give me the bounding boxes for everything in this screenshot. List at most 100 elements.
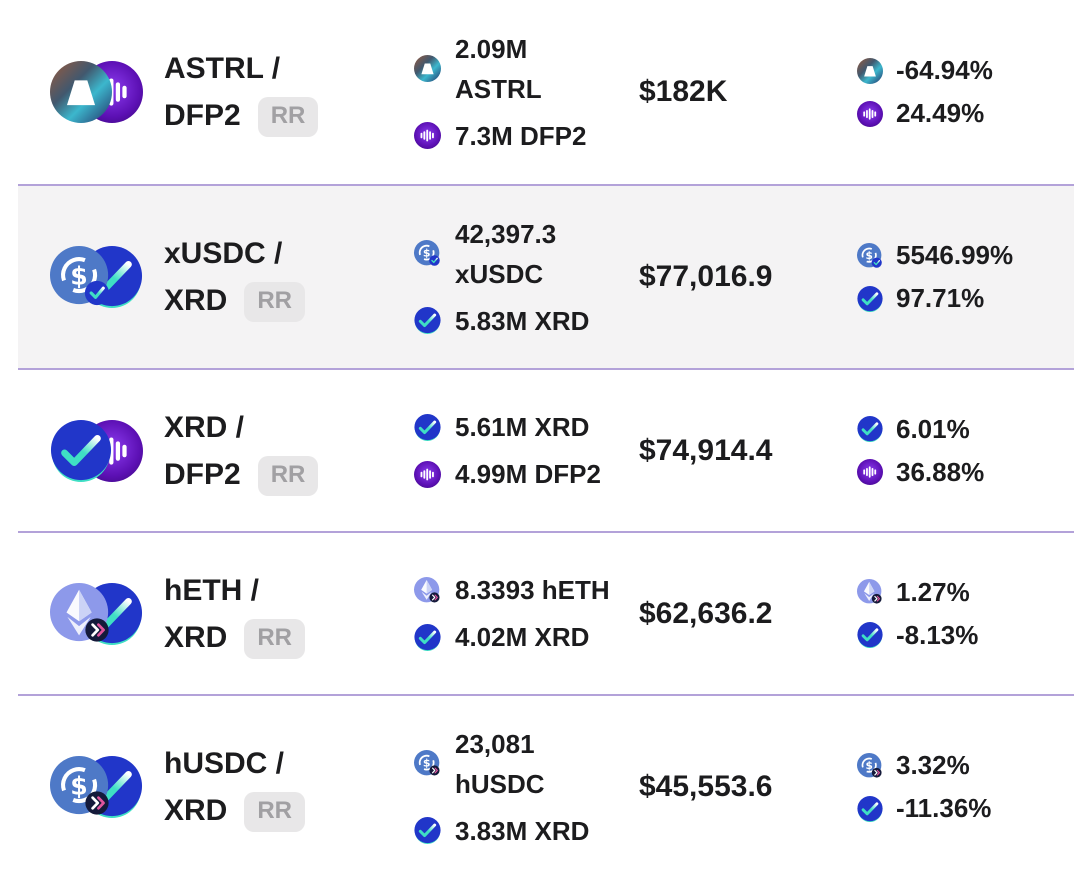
token-amount-line: xUSDC: [455, 258, 544, 289]
pool-row-astrl-dfp2[interactable]: ASTRL / DFP2 RR 2.09M ASTRL 7.3M DFP2 $182K…: [18, 0, 1074, 184]
price-change: 97.71%: [857, 283, 1074, 314]
token-amount-text: 5.83M XRD: [455, 301, 589, 341]
dfp2-token-icon: [857, 459, 883, 485]
price-change-value: 24.49%: [896, 98, 985, 128]
xrd-token-icon: [414, 307, 441, 334]
pair-icons: $: [50, 755, 144, 819]
pair-title-line2: XRD: [164, 284, 228, 317]
token-amount-text: 42,397.3 xUSDC: [455, 214, 556, 294]
pair-title-line1: hETH /: [164, 573, 259, 607]
token-amount-line: hUSDC: [455, 768, 545, 799]
pair-cell: hETH / XRD RR: [18, 567, 414, 661]
amounts-cell: 8.3393 hETH 4.02M XRD: [414, 570, 639, 657]
pool-type-badge: RR: [257, 455, 319, 496]
heth-token-icon: [50, 582, 112, 645]
pair-icons: [50, 60, 144, 124]
token-amount: $42,397.3 xUSDC: [414, 214, 639, 294]
pool-value: $74,914.4: [639, 433, 773, 467]
changes-cell: -64.94% 24.49%: [857, 55, 1074, 129]
pair-title-line2: DFP2: [164, 457, 241, 491]
pair-title-line2: XRD: [164, 794, 228, 827]
token-amount: $23,081 hUSDC: [414, 724, 639, 804]
price-change-value: 5546.99%: [896, 240, 1014, 270]
pool-type-badge: RR: [244, 792, 306, 832]
price-change: 6.01%: [857, 414, 1074, 445]
xrd-token-icon: [857, 795, 883, 822]
pool-row-xusdc-xrd[interactable]: $ xUSDC / XRD RR $42,397.3 xUSDC 5.83M XRD …: [18, 184, 1074, 368]
token-amount-line: 5.61M XRD: [455, 412, 590, 442]
token-amount-line: 5.83M XRD: [455, 305, 590, 336]
dfp2-token-icon: [414, 460, 441, 488]
price-change-value: -64.94%: [896, 55, 993, 85]
astrl-token-icon: [50, 61, 112, 123]
pool-row-heth-xrd[interactable]: hETH / XRD RR 8.3393 hETH 4.02M XRD $62,63…: [18, 531, 1074, 694]
token-amount-text: 2.09M ASTRL: [455, 29, 542, 109]
svg-text:$: $: [866, 760, 873, 772]
token-amount: 5.61M XRD: [414, 407, 639, 447]
price-change: $3.32%: [857, 750, 1074, 781]
token-amount: 3.83M XRD: [414, 811, 639, 851]
pool-value: $182K: [639, 75, 728, 108]
pair-title: ASTRL / DFP2 RR: [164, 45, 319, 139]
husdc-token-icon: $: [857, 752, 883, 779]
pool-type-badge: RR: [257, 97, 319, 137]
pair-title: XRD / DFP2 RR: [164, 404, 319, 498]
husdc-token-icon: $: [50, 756, 112, 818]
astrl-token-icon: [857, 57, 883, 84]
svg-text:$: $: [70, 261, 88, 290]
xusdc-token-icon: $: [50, 246, 112, 308]
pair-title-line1: XRD /: [164, 410, 245, 444]
changes-cell: $5546.99% 97.71%: [857, 240, 1074, 314]
token-amount-text: 4.99M DFP2: [455, 454, 601, 494]
svg-text:$: $: [70, 771, 88, 800]
price-change: 1.27%: [857, 577, 1074, 608]
token-amount-line: 8.3393 hETH: [455, 575, 610, 605]
pair-title-line1: hUSDC /: [164, 747, 284, 780]
amounts-cell: $42,397.3 xUSDC 5.83M XRD: [414, 214, 639, 341]
price-change-value: -11.36%: [896, 793, 992, 823]
price-change: 24.49%: [857, 98, 1074, 129]
token-amount-line: 4.02M XRD: [455, 622, 590, 652]
pair-title-line2: DFP2: [164, 99, 241, 132]
pair-title-line2: XRD: [164, 620, 228, 654]
heth-token-icon: [414, 576, 441, 604]
xusdc-token-icon: $: [857, 242, 883, 269]
token-amount-line: ASTRL: [455, 73, 542, 104]
price-change-value: 36.88%: [896, 456, 985, 487]
pool-row-xrd-dfp2[interactable]: XRD / DFP2 RR 5.61M XRD 4.99M DFP2 $74,914…: [18, 368, 1074, 531]
pair-cell: $ hUSDC / XRD RR: [18, 740, 414, 834]
svg-text:$: $: [866, 250, 873, 262]
pool-row-husdc-xrd[interactable]: $ hUSDC / XRD RR $23,081 hUSDC 3.83M XRD $4…: [18, 694, 1074, 878]
pool-type-badge: RR: [244, 618, 306, 659]
price-change-value: 1.27%: [896, 576, 970, 607]
token-amount-line: 7.3M DFP2: [455, 120, 587, 151]
token-amount: 4.02M XRD: [414, 617, 639, 657]
changes-cell: 6.01% 36.88%: [857, 414, 1074, 488]
amounts-cell: 5.61M XRD 4.99M DFP2: [414, 407, 639, 494]
token-amount-line: 4.99M DFP2: [455, 459, 601, 489]
dfp2-token-icon: [414, 122, 441, 149]
token-amount-line: 23,081: [455, 728, 535, 759]
price-change-value: -8.13%: [896, 619, 979, 650]
token-amount-text: 7.3M DFP2: [455, 116, 587, 156]
price-change-value: 3.32%: [896, 750, 970, 780]
token-amount: 5.83M XRD: [414, 301, 639, 341]
xrd-token-icon: [414, 817, 441, 844]
pools-table: ASTRL / DFP2 RR 2.09M ASTRL 7.3M DFP2 $182K…: [18, 0, 1074, 878]
xrd-token-icon: [857, 416, 883, 442]
pair-icons: [50, 419, 144, 483]
pair-title: hETH / XRD RR: [164, 567, 306, 661]
token-amount: 7.3M DFP2: [414, 116, 639, 156]
dfp2-token-icon: [857, 100, 883, 127]
token-amount-text: 23,081 hUSDC: [455, 724, 545, 804]
heth-token-icon: [857, 579, 883, 605]
pair-icons: [50, 582, 144, 646]
pair-cell: $ xUSDC / XRD RR: [18, 230, 414, 324]
pool-value: $77,016.9: [639, 260, 773, 293]
astrl-token-icon: [414, 55, 441, 82]
amounts-cell: 2.09M ASTRL 7.3M DFP2: [414, 29, 639, 156]
price-change: -64.94%: [857, 55, 1074, 86]
token-amount-text: 4.02M XRD: [455, 617, 589, 657]
pair-title-line1: ASTRL /: [164, 52, 281, 85]
price-change-value: 97.71%: [896, 283, 985, 313]
